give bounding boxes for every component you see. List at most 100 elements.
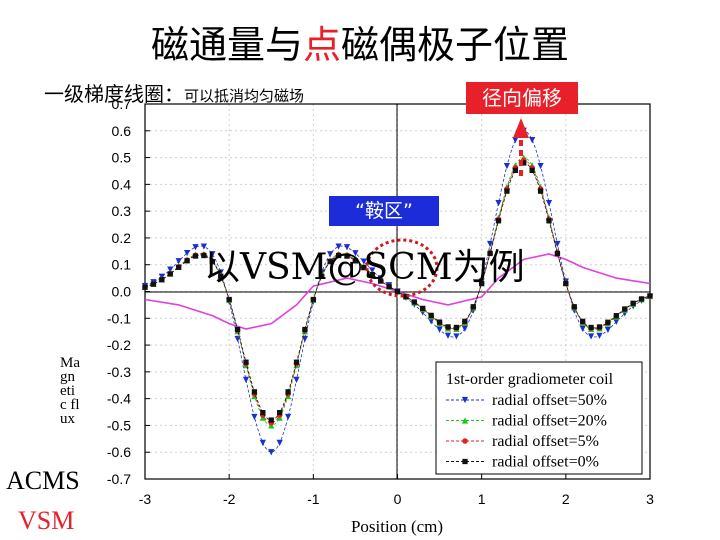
y-axis-label: Magnetic flux (60, 355, 80, 427)
data-point (504, 188, 510, 194)
data-point (327, 259, 333, 265)
data-point (587, 333, 595, 340)
data-point (142, 284, 148, 290)
data-point (521, 160, 527, 166)
data-point (218, 273, 224, 279)
x-axis-label: Position (cm) (351, 517, 443, 536)
data-point (184, 258, 190, 264)
data-point (563, 280, 569, 287)
y-tick-label: -0.5 (107, 417, 131, 433)
radial-offset-tag: 径向偏移 (466, 82, 578, 114)
data-point (486, 240, 494, 248)
data-point (344, 253, 350, 259)
data-point (302, 326, 308, 333)
data-point (251, 389, 258, 395)
data-point (175, 258, 182, 265)
data-point (630, 300, 636, 306)
subtitle: 一级梯度线圈：可以抵消均匀磁场 (44, 82, 305, 106)
legend-entry: radial offset=20% (492, 413, 607, 430)
arrow-up-icon (513, 118, 529, 138)
saddle-tag: “鞍区” (329, 196, 439, 226)
data-point (335, 252, 342, 259)
y-tick-label: 0.2 (112, 230, 132, 246)
data-point (201, 252, 207, 259)
data-point (167, 271, 173, 277)
data-point (420, 305, 426, 312)
data-point (403, 293, 409, 300)
legend-marker (461, 396, 469, 404)
data-point (167, 266, 174, 273)
data-point (462, 318, 468, 324)
data-point (571, 304, 577, 310)
legend-marker (462, 438, 468, 444)
y-tick-label: -0.6 (107, 444, 131, 460)
data-point (487, 250, 493, 257)
data-point (554, 240, 561, 248)
data-point (176, 264, 182, 270)
y-tick-label: 0.3 (112, 203, 132, 219)
x-tick-label: -2 (223, 491, 236, 507)
data-point (243, 359, 249, 365)
data-point (580, 318, 586, 324)
data-point (453, 324, 460, 331)
data-point (335, 243, 342, 250)
data-point (217, 269, 224, 276)
overlay-caption: 以VSM@SCM为例 (204, 247, 525, 288)
y-tick-label: 0.7 (112, 96, 132, 112)
y-tick-label: 0.5 (112, 150, 132, 166)
legend-title: 1st-order gradiometer coil (446, 371, 614, 388)
data-point (479, 280, 485, 287)
data-point (588, 324, 594, 331)
legend-marker (462, 458, 468, 465)
data-point (209, 259, 215, 265)
data-point (285, 389, 291, 395)
data-point (386, 283, 392, 290)
data-point (495, 200, 502, 207)
y-tick-label: 0.4 (112, 176, 132, 192)
data-point (445, 324, 451, 330)
y-tick-label: -0.3 (107, 364, 131, 380)
x-tick-label: -3 (139, 491, 152, 507)
page-title: 磁通量与点磁偶极子位置 (150, 23, 570, 67)
vsm-label: VSM (18, 506, 75, 535)
data-point (579, 325, 586, 332)
data-point (638, 296, 645, 302)
x-tick-label: 1 (478, 491, 486, 507)
data-point (293, 359, 300, 365)
data-point (470, 304, 476, 310)
data-point (319, 273, 325, 279)
data-point (192, 253, 199, 259)
data-point (444, 332, 452, 339)
data-point (512, 137, 519, 144)
legend-entry: radial offset=0% (492, 454, 599, 471)
data-point (512, 167, 518, 174)
data-point (545, 200, 553, 207)
data-point (529, 167, 535, 174)
data-point (554, 250, 561, 257)
data-point (310, 296, 316, 303)
data-point (613, 313, 619, 319)
data-point (596, 332, 603, 339)
data-point (183, 249, 191, 257)
data-point (394, 288, 401, 295)
data-point (596, 324, 603, 330)
data-point (234, 326, 241, 333)
data-point (293, 376, 300, 383)
data-point (268, 449, 275, 456)
y-tick-label: -0.2 (107, 337, 131, 353)
y-tick-label: -0.7 (107, 471, 131, 487)
data-point (378, 278, 384, 284)
data-point (200, 243, 208, 250)
legend-entry: radial offset=5% (492, 433, 599, 450)
data-point (537, 162, 544, 170)
data-point (369, 271, 375, 278)
legend-entry: radial offset=50% (492, 392, 607, 409)
data-point (529, 137, 536, 144)
saddle-region-circle (365, 238, 439, 298)
data-point (503, 162, 511, 170)
data-point (260, 409, 266, 416)
data-point (647, 293, 653, 299)
data-point (613, 318, 620, 325)
data-point (537, 188, 544, 194)
data-point (622, 306, 628, 312)
